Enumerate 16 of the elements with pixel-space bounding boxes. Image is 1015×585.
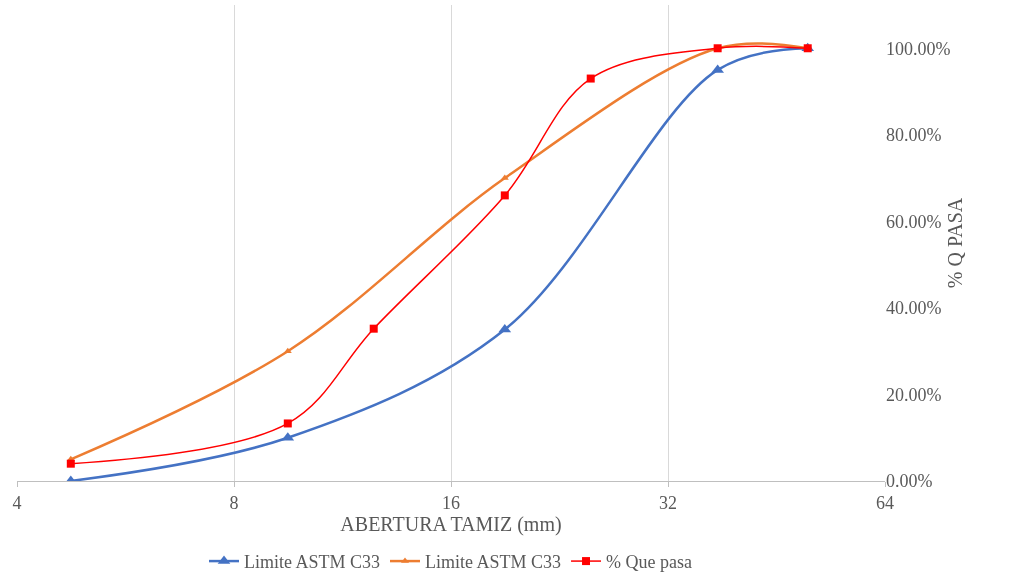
y2-tick-label: 20.00%: [886, 384, 942, 405]
y2-axis-title: % Q PASA: [943, 197, 966, 289]
x-tick-label: 8: [229, 492, 239, 513]
y2-tick-label: 0.00%: [886, 471, 933, 492]
x-tick-label: 32: [659, 492, 677, 513]
y2-tick-label: 40.00%: [886, 298, 942, 319]
x-tick-label: 64: [876, 492, 894, 513]
y2-tick-label: 100.00%: [886, 38, 951, 59]
y2-tick-label: 80.00%: [886, 125, 942, 146]
x-tick-label: 4: [12, 492, 22, 513]
legend-label: % Que pasa: [606, 552, 693, 573]
x-axis-title: ABERTURA TAMIZ (mm): [340, 513, 562, 537]
x-tick-label: 16: [442, 492, 460, 513]
legend-label: Limite ASTM C33: [425, 552, 562, 573]
legend-label: Limite ASTM C33: [244, 552, 381, 573]
y2-tick-label: 60.00%: [886, 211, 942, 232]
